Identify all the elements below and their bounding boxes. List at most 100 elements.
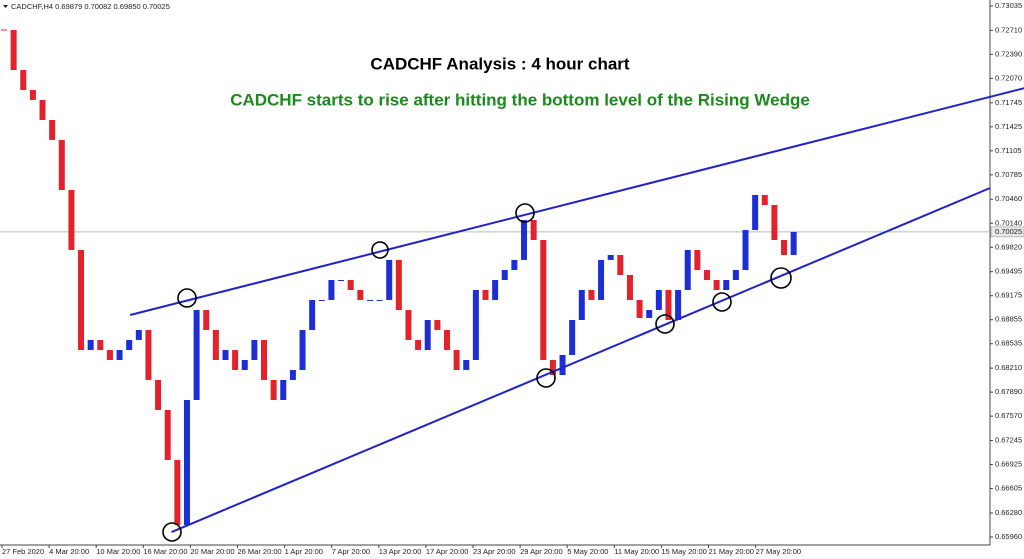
candle-body	[222, 350, 229, 361]
candle-body	[549, 360, 556, 376]
y-tick-label: 0.68210	[995, 363, 1022, 372]
x-tick-label: 20 Mar 20:00	[190, 547, 234, 556]
candle-body	[588, 289, 595, 300]
candle-body	[694, 249, 701, 271]
candle-body	[270, 379, 277, 401]
candle-body	[453, 350, 460, 370]
candle-body	[318, 299, 325, 301]
candle-body	[472, 289, 479, 361]
candle-body	[164, 409, 171, 460]
trendline	[129, 87, 1024, 316]
current-price-label: 0.70025	[995, 227, 1022, 236]
y-tick-label: 0.71745	[995, 98, 1022, 107]
candle-body	[761, 194, 768, 206]
candle-body	[703, 270, 710, 281]
y-tick-label: 0.72070	[995, 73, 1022, 82]
candle-body	[530, 219, 537, 241]
pivot-circle	[162, 522, 182, 542]
candle-body	[386, 259, 393, 300]
y-tick-label: 0.69820	[995, 242, 1022, 251]
candle-body	[232, 350, 239, 370]
candle-body	[675, 289, 682, 321]
y-tick-label: 0.71425	[995, 122, 1022, 131]
candle-body	[376, 299, 383, 301]
candle-body	[87, 339, 94, 351]
y-tick-label: 0.67890	[995, 387, 1022, 396]
candle-body	[193, 310, 200, 401]
y-tick-label: 0.71105	[995, 146, 1022, 155]
candle-body	[742, 230, 749, 271]
menu-arrow	[3, 5, 8, 8]
candle-body	[212, 329, 219, 361]
x-tick-label: 13 Apr 20:00	[379, 547, 422, 556]
candle-body	[626, 274, 633, 300]
y-tick-label: 0.72390	[995, 49, 1022, 58]
candle-body	[58, 139, 65, 191]
candle-body	[366, 299, 373, 301]
candle-body	[1, 29, 7, 31]
candle-body	[357, 289, 364, 300]
y-tick-label: 0.72710	[995, 25, 1022, 34]
candle-body	[183, 400, 190, 525]
candle-body	[723, 280, 730, 290]
candle-body	[540, 240, 547, 361]
pivot-circle	[536, 368, 556, 388]
candle-body	[289, 369, 296, 380]
y-tick-label: 0.67570	[995, 411, 1022, 420]
x-tick-label: 26 Mar 20:00	[238, 547, 282, 556]
x-tick-label: 27 Feb 2020	[2, 547, 44, 556]
current-price-box	[990, 226, 1024, 238]
candle-body	[501, 270, 508, 281]
candle-body	[424, 320, 431, 351]
x-tick-label: 15 May 20:00	[661, 547, 706, 556]
candle-body	[790, 231, 797, 256]
candle-body	[511, 259, 518, 271]
candle-body	[309, 299, 316, 330]
candle-body	[347, 280, 354, 290]
candle-body	[434, 320, 441, 330]
x-tick-label: 10 Mar 20:00	[96, 547, 140, 556]
candle-body	[463, 360, 470, 370]
x-tick-label: 23 Apr 20:00	[473, 547, 516, 556]
y-tick-label: 0.66925	[995, 460, 1022, 469]
candle-body	[78, 249, 85, 351]
candle-body	[203, 310, 210, 330]
candle-body	[492, 280, 499, 300]
x-tick-label: 27 May 20:00	[756, 547, 801, 556]
x-tick-label: 29 Apr 20:00	[520, 547, 563, 556]
x-tick-label: 5 May 20:00	[567, 547, 608, 556]
y-tick-label: 0.70785	[995, 170, 1022, 179]
candle-body	[20, 70, 27, 90]
candle-body	[521, 219, 528, 260]
pivot-circle	[177, 288, 197, 308]
candle-body	[781, 240, 788, 256]
pivot-circle	[712, 292, 732, 312]
candle-body	[713, 280, 720, 290]
y-tick-label: 0.73035	[995, 1, 1022, 10]
candle-body	[771, 205, 778, 241]
candle-body	[10, 30, 17, 71]
candle-body	[116, 350, 123, 361]
y-tick-label: 0.69495	[995, 267, 1022, 276]
y-tick-label: 0.67245	[995, 436, 1022, 445]
candle-body	[126, 339, 133, 351]
candle-body	[395, 259, 402, 311]
x-tick-label: 4 Mar 20:00	[49, 547, 89, 556]
candle-body	[665, 289, 672, 321]
x-tick-label: 21 May 20:00	[709, 547, 754, 556]
pivot-circle	[655, 314, 675, 334]
trendline	[171, 187, 991, 533]
candle-body	[559, 354, 566, 376]
y-tick-label: 0.69175	[995, 291, 1022, 300]
candle-body	[261, 339, 268, 380]
x-tick-label: 1 Apr 20:00	[285, 547, 323, 556]
y-tick-label: 0.68855	[995, 315, 1022, 324]
candle-body	[636, 299, 643, 318]
candle-body	[684, 249, 691, 290]
candle-body	[39, 99, 46, 121]
candle-body	[482, 289, 489, 300]
candle-body	[752, 194, 759, 231]
x-tick-label: 11 May 20:00	[614, 547, 659, 556]
y-tick-label: 0.66280	[995, 508, 1022, 517]
